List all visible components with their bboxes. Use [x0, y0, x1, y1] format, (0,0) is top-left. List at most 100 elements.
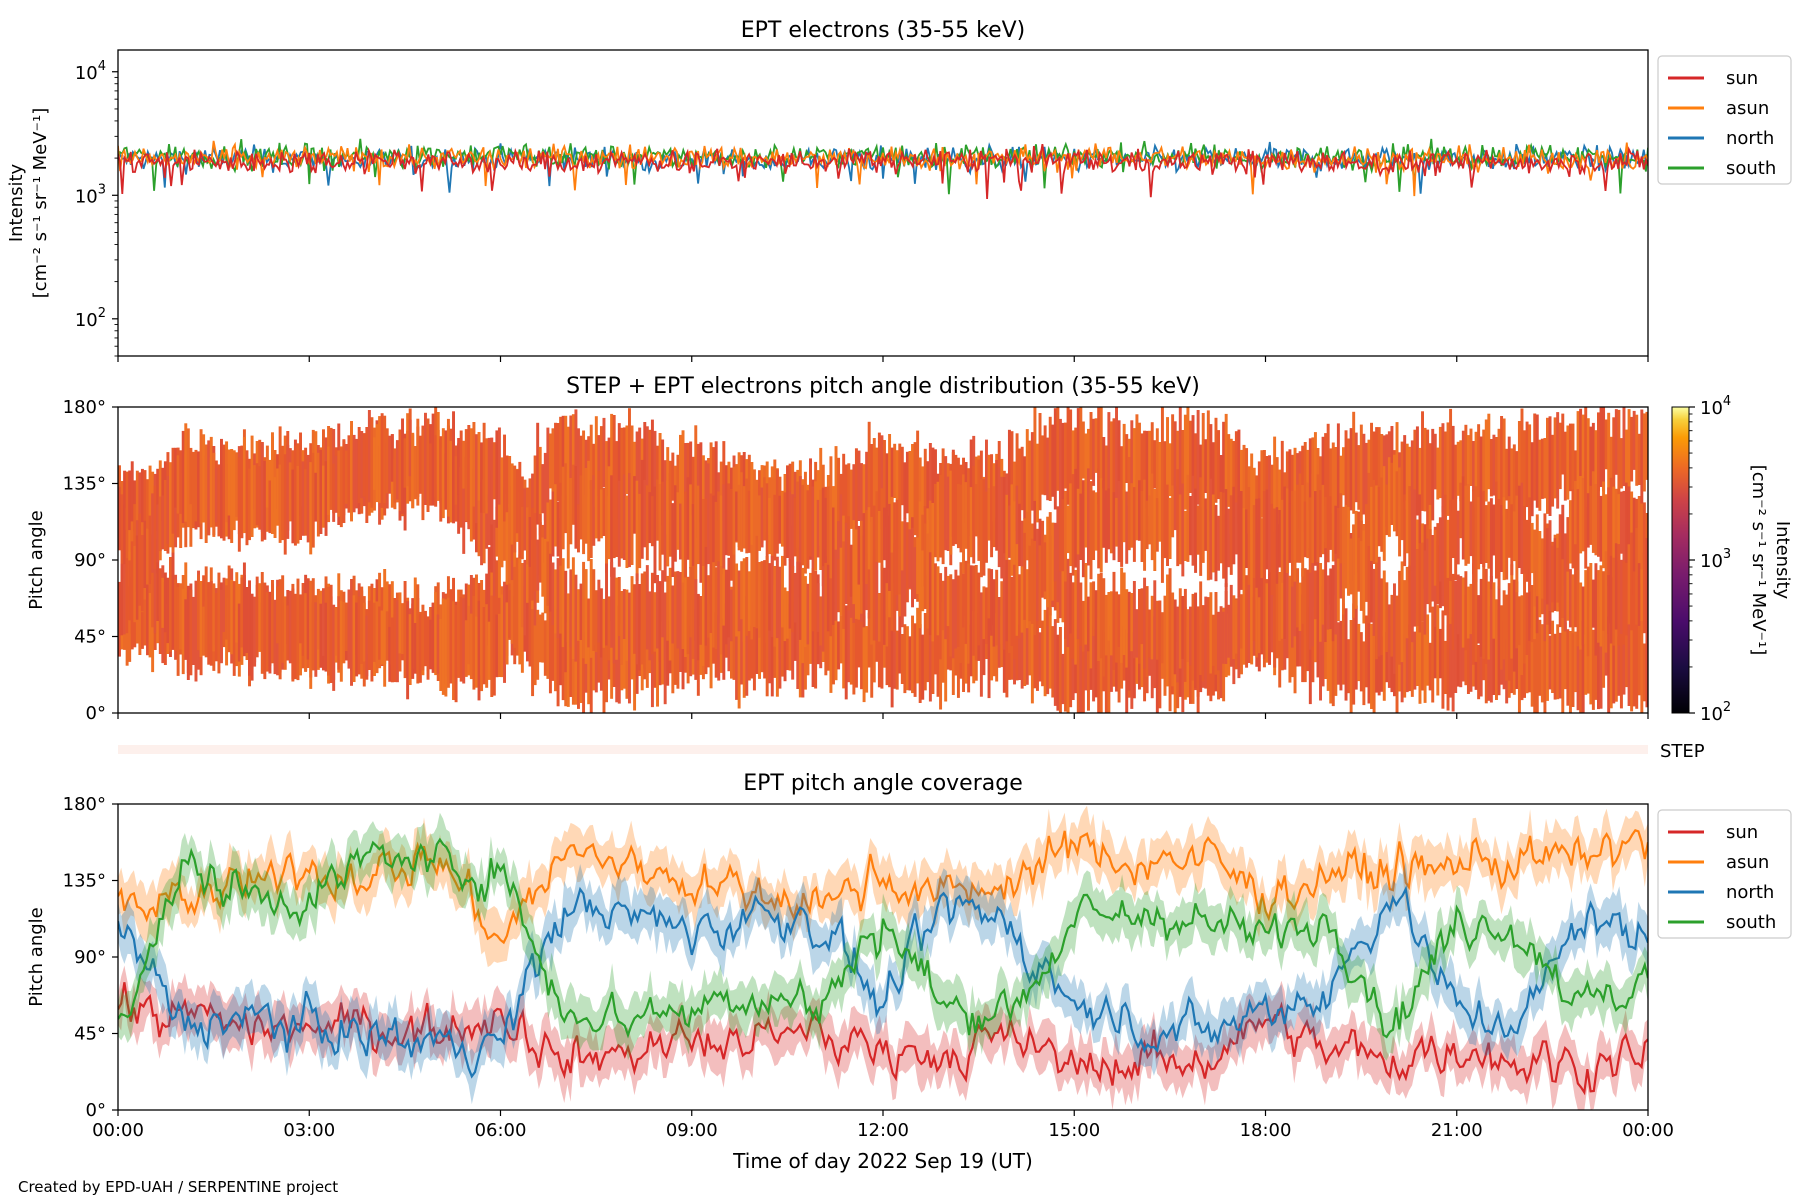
pad-cell-south: [158, 496, 162, 552]
pad-cell-south: [589, 559, 593, 658]
pad-cell-south: [1191, 475, 1195, 566]
pad-cell-south: [1530, 522, 1534, 574]
coverage-band-north: [118, 861, 1648, 1105]
pad-cell-north: [1517, 596, 1521, 646]
pad-cell-north: [421, 604, 425, 671]
pad-cell-north: [426, 616, 430, 680]
pad-cell-asun: [1025, 429, 1029, 531]
pad-cell-south: [765, 556, 769, 643]
pad-cell-sun: [554, 617, 557, 692]
pad-cell-south: [1201, 490, 1205, 563]
pad-cell-south: [1199, 477, 1203, 576]
pad-cell-sun: [569, 617, 573, 697]
pad-cell-sun: [1321, 586, 1325, 687]
pad-cell-south: [212, 452, 216, 537]
pad-cell-north: [212, 583, 216, 652]
pad-cell-south: [579, 583, 583, 640]
pad-cell-north: [237, 603, 241, 662]
pad-cell-sun: [1637, 608, 1641, 696]
pad-cell-north: [250, 593, 254, 669]
pad-cell-sun: [796, 608, 800, 689]
pad-cell-north: [462, 598, 466, 684]
pad-cell-south: [1099, 478, 1103, 573]
pad-cell-north: [436, 614, 440, 674]
pad-cell-north: [941, 471, 945, 565]
pad-cell-sun: [1563, 622, 1567, 690]
pad-cell-south: [286, 444, 290, 539]
pad-cell-north: [286, 605, 290, 661]
pad-cell-sun: [793, 602, 797, 661]
pad-cell-north: [457, 601, 461, 678]
pad-cell-north: [826, 486, 830, 572]
pad-cell-asun: [1444, 431, 1447, 518]
pad-cell-sun: [1586, 627, 1590, 694]
pad-cell-south: [1229, 495, 1233, 575]
pad-cell-asun: [503, 487, 506, 561]
pad-cell-south: [742, 558, 746, 642]
pad-cell-asun: [1158, 442, 1162, 502]
pad-cell-north: [732, 466, 736, 566]
pad-cell-north: [306, 578, 310, 660]
pad-cell-south: [207, 440, 211, 536]
pad-cell-north: [1125, 589, 1129, 668]
pad-cell-north: [1273, 572, 1277, 668]
pad-cell-north: [1464, 571, 1468, 651]
pad-cell-sun: [1607, 616, 1611, 713]
legend-label-north: north: [1726, 882, 1774, 903]
pad-cell-north: [1515, 581, 1519, 649]
pad-cell-sun: [709, 604, 713, 689]
pad-cell-south: [1013, 564, 1016, 660]
pad-cell-asun: [1566, 425, 1570, 500]
pad-cell-sun: [979, 601, 983, 697]
pad-cell-asun: [1018, 448, 1022, 522]
pad-cell-sun: [1477, 645, 1481, 700]
pad-cell-north: [434, 592, 438, 676]
pad-cell-south: [1546, 528, 1549, 605]
pad-cell-north: [967, 468, 971, 571]
pad-cell-sun: [1140, 630, 1144, 688]
pad-cell-asun: [1426, 429, 1430, 529]
pad-cell-north: [1370, 486, 1373, 581]
pad-cell-south: [1607, 575, 1611, 634]
pad-cell-asun: [1041, 435, 1045, 495]
coverage-band-asun: [118, 805, 1648, 968]
pad-cell-north: [829, 517, 833, 599]
pad-cell-sun: [1530, 628, 1534, 707]
pad-cell-sun: [1158, 617, 1162, 709]
pad-cell-asun: [1214, 417, 1218, 503]
pad-cell-sun: [140, 575, 144, 649]
pad-cell-north: [1393, 454, 1396, 532]
pad-cell-north: [276, 586, 280, 644]
pad-cell-south: [199, 429, 203, 524]
pad-cell-south: [505, 455, 509, 513]
pad-cell-north: [390, 617, 394, 683]
pad-cell-north: [1627, 486, 1631, 584]
pad-cell-south: [413, 448, 417, 500]
pad-cell-asun: [875, 447, 879, 506]
pad-cell-north: [1240, 594, 1243, 649]
pad-cell-north: [997, 467, 1001, 568]
pad-cell-asun: [505, 493, 509, 585]
pad-cell-south: [750, 544, 754, 640]
pad-cell-asun: [656, 445, 659, 501]
pad-cell-north: [304, 593, 308, 672]
pad-cell-south: [408, 419, 412, 477]
pad-cell-north: [740, 472, 744, 552]
pad-cell-north: [1081, 600, 1085, 652]
pad-cell-north: [1456, 574, 1460, 635]
pad-cell-north: [1367, 472, 1371, 575]
pad-cell-south: [1438, 517, 1442, 582]
pad-cell-south: [883, 507, 886, 561]
pad-cell-south: [283, 454, 287, 555]
pad-cell-south: [1347, 506, 1351, 596]
pad-cell-asun: [625, 425, 629, 495]
pad-cell-south: [1561, 559, 1565, 618]
pad-cell-north: [643, 479, 647, 548]
pad-cell-north: [449, 589, 453, 684]
pad-cell-south: [837, 559, 841, 613]
pad-cell-asun: [1089, 412, 1093, 480]
pad-cell-north: [582, 479, 586, 555]
pad-cell-asun: [1148, 430, 1152, 516]
pad-cell-sun: [1546, 607, 1549, 701]
pad-cell-north: [607, 466, 611, 560]
